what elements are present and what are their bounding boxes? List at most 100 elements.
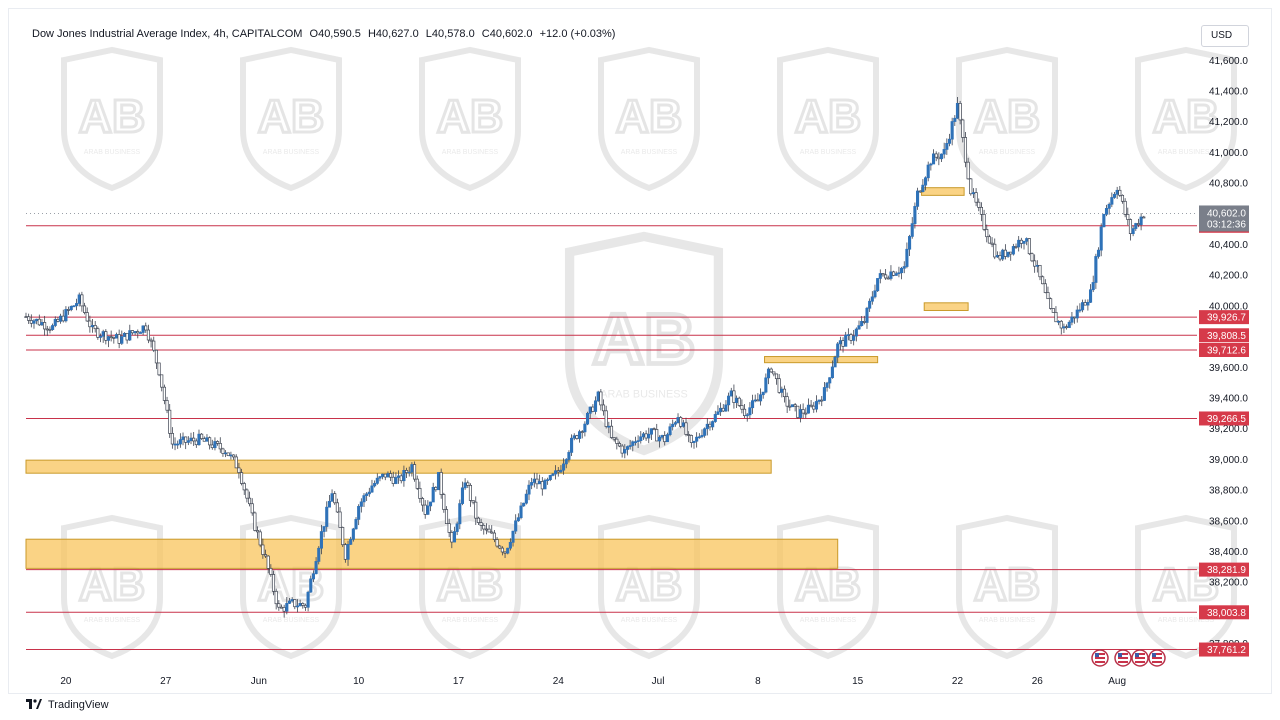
candle [1041, 275, 1045, 285]
candle [295, 599, 300, 613]
candle [1112, 192, 1117, 199]
candle [761, 391, 765, 399]
candle [711, 420, 715, 431]
level-price-label[interactable]: 39,266.5 [1199, 411, 1249, 426]
candle [152, 336, 156, 353]
candle [487, 525, 491, 533]
ohlc-high: H40,627.0 [367, 28, 419, 40]
candle [319, 524, 323, 555]
supply-demand-zone[interactable] [764, 356, 879, 364]
price-tick-label: 40,400.0 [1209, 240, 1248, 251]
supply-demand-zone[interactable] [25, 538, 839, 569]
level-price-label[interactable]: 39,712.6 [1199, 342, 1249, 357]
currency-button[interactable]: USD [1201, 25, 1249, 47]
candle [713, 410, 717, 423]
price-tick-label: 40,800.0 [1209, 179, 1248, 190]
candle [200, 432, 204, 440]
candle [1049, 297, 1053, 310]
candle [1003, 244, 1007, 260]
candle [1086, 299, 1090, 311]
candle [420, 496, 425, 512]
candle [596, 390, 600, 403]
candle [226, 452, 230, 457]
candle [436, 472, 441, 491]
candle [1115, 186, 1119, 199]
us-flag-event-icon[interactable] [1148, 649, 1166, 667]
supply-demand-zone[interactable] [923, 302, 969, 311]
candle [277, 600, 281, 611]
candle [261, 538, 265, 559]
time-tick-label: Aug [1108, 676, 1126, 687]
tradingview-brand[interactable]: TradingView [48, 698, 109, 711]
candle [415, 475, 419, 490]
candle [1134, 222, 1138, 231]
level-price-label[interactable]: 39,808.5 [1199, 328, 1249, 343]
time-tick-label: 22 [952, 676, 964, 687]
svg-text:39,926.7: 39,926.7 [1207, 313, 1246, 324]
candle [790, 404, 795, 408]
candle [604, 405, 608, 429]
svg-text:ARAB BUSINESS: ARAB BUSINESS [1158, 149, 1215, 156]
svg-text:ARAB BUSINESS: ARAB BUSINESS [979, 149, 1036, 156]
candle [780, 386, 784, 398]
candle [1051, 308, 1055, 313]
candle [128, 324, 132, 342]
level-layer [26, 212, 1197, 651]
candle [524, 489, 528, 505]
candle [61, 309, 65, 323]
time-tick-label: 17 [453, 676, 465, 687]
time-axis[interactable]: 20 27 Jun 10 17 24 Jul 8 15 22 26 Aug [60, 676, 1126, 687]
candle [1102, 213, 1106, 228]
level-price-label[interactable]: 37,761.2 [1199, 642, 1249, 657]
candle [567, 450, 571, 463]
candle [101, 329, 105, 343]
candle [269, 564, 273, 577]
candle [987, 234, 991, 244]
svg-text:ARAB BUSINESS: ARAB BUSINESS [263, 617, 320, 624]
us-flag-event-icon[interactable] [1114, 649, 1132, 667]
candle [253, 511, 257, 532]
svg-text:ARAB BUSINESS: ARAB BUSINESS [1158, 617, 1215, 624]
current-price-label[interactable]: 40,602.003:12:36 [1199, 205, 1249, 232]
candle [625, 445, 630, 456]
us-flag-event-icon[interactable] [1131, 649, 1149, 667]
symbol-name[interactable]: Dow Jones Industrial Average Index, 4h, … [32, 28, 303, 40]
candle [1118, 186, 1122, 198]
candle [93, 320, 97, 333]
candle [495, 537, 499, 548]
candle [439, 468, 443, 499]
ohlc-change: +12.0 (+0.03%) [539, 28, 616, 40]
supply-demand-zone[interactable] [921, 187, 965, 196]
candle [484, 523, 488, 535]
candle [527, 480, 531, 501]
candle [516, 513, 520, 522]
candle [705, 417, 709, 436]
candle [836, 341, 840, 363]
level-price-label[interactable]: 39,926.7 [1199, 310, 1249, 325]
candle [1094, 253, 1098, 289]
candle [945, 138, 949, 155]
svg-text:ARAB BUSINESS: ARAB BUSINESS [263, 149, 320, 156]
tradingview-logo-icon[interactable] [26, 697, 42, 712]
candle [585, 411, 590, 426]
level-price-label[interactable]: 38,003.8 [1199, 605, 1249, 620]
us-flag-event-icon[interactable] [1091, 649, 1109, 667]
candle [615, 436, 619, 450]
candle [679, 416, 683, 429]
candle [639, 431, 643, 444]
candle [237, 462, 241, 479]
candle [64, 306, 68, 323]
candle [186, 436, 190, 446]
candle [884, 269, 888, 280]
candle [349, 536, 353, 545]
level-price-label[interactable]: 38,281.9 [1199, 562, 1249, 577]
candle [216, 440, 220, 446]
candle [391, 471, 395, 487]
candle [40, 319, 44, 327]
svg-text:AB: AB [974, 558, 1040, 610]
event-markers[interactable] [1091, 649, 1166, 667]
